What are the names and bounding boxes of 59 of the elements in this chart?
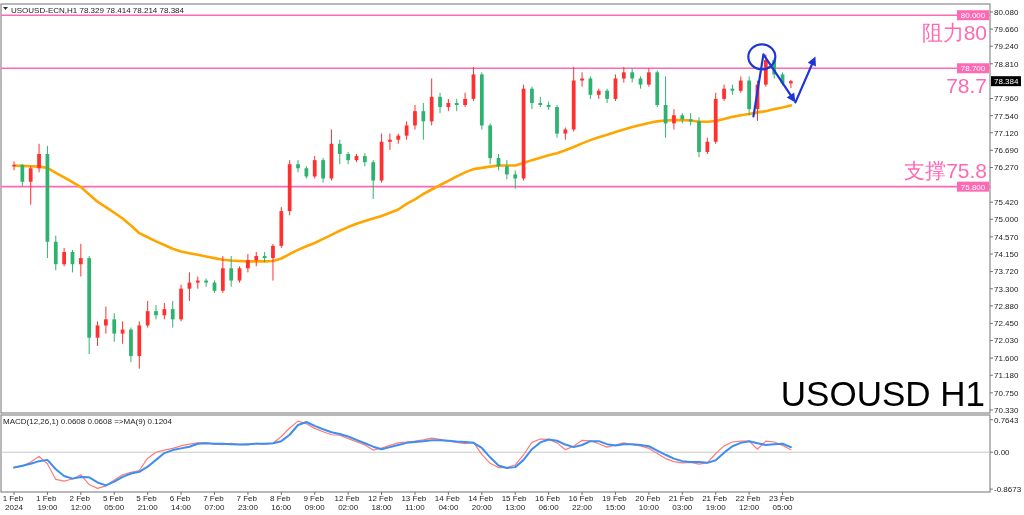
title: MACD(12,26,1) 0.0608 0.0608 =>MA(9) 0.1204 [3, 416, 172, 426]
y-tick-label: 72.030 [994, 336, 1020, 346]
x-tick-label: 12 Feb 18:00 [367, 494, 396, 512]
x-tick-label: 21 Feb 03:00 [668, 494, 696, 512]
y-tick-label: 80.080 [994, 7, 1020, 17]
x-tick-label: 6 Feb 14:00 [169, 494, 193, 512]
x-tick-label: 12 Feb 02:00 [334, 494, 362, 512]
y-tick-label: 76.690 [994, 146, 1020, 156]
y-tick-label: 79.240 [994, 42, 1020, 52]
y-tick-label: 71.600 [994, 353, 1020, 363]
line-value-tag: 75.800 [957, 181, 989, 192]
x-tick-label: 16 Feb 06:00 [535, 494, 563, 512]
x-tick-label: 9 Feb 09:00 [303, 494, 327, 512]
line-value-tag: 78.700 [957, 63, 989, 74]
x-tick-label: 1 Feb 2024 [2, 494, 26, 512]
y-tick-label: 71.180 [994, 371, 1020, 381]
y-tick-label: 0.7643 [994, 415, 1020, 425]
x-tick-label: 1 Feb 19:00 [36, 494, 59, 512]
x-tick-label: 5 Feb 05:00 [102, 494, 126, 512]
x-tick-label: 7 Feb 23:00 [236, 494, 260, 512]
y-tick-label: 77.540 [994, 111, 1020, 121]
y-tick-label: 73.720 [994, 267, 1020, 277]
y-tick-label: 75.420 [994, 198, 1020, 208]
x-tick-label: 7 Feb 07:00 [203, 494, 226, 512]
x-tick-label: 14 Feb 04:00 [434, 494, 462, 512]
x-tick-label: 16 Feb 22:00 [568, 494, 596, 512]
annotation: USOUSD H1 [780, 374, 985, 413]
y-tick-label: 74.570 [994, 232, 1020, 242]
y-tick-label: 72.880 [994, 301, 1020, 311]
y-tick-label: 74.150 [994, 249, 1020, 259]
x-tick-label: 23 Feb 05:00 [768, 494, 797, 512]
x-tick-label: 22 Feb 12:00 [735, 494, 763, 512]
ref-label: 支撑75.8 [904, 158, 987, 182]
y-tick-label: 79.660 [994, 24, 1020, 34]
y-tick-label: 70.330 [994, 405, 1020, 415]
x-tick-label: 21 Feb 19:00 [702, 494, 730, 512]
line-value-tag: 80.000 [957, 10, 989, 21]
title: USOUSD-ECN,H1 78.329 78.414 78.214 78.384 [11, 5, 184, 15]
x-tick-label: 5 Feb 21:00 [136, 494, 159, 512]
x-tick-label: 19 Feb 15:00 [601, 494, 630, 512]
y-tick-label: 0.00 [994, 448, 1011, 458]
y-tick-label: 76.270 [994, 163, 1020, 173]
y-tick-label: 78.810 [994, 59, 1020, 69]
x-tick-label: 8 Feb 16:00 [269, 494, 293, 512]
y-tick-label: 77.960 [994, 94, 1020, 104]
y-tick-label: 70.750 [994, 388, 1020, 398]
x-tick-label: 13 Feb 11:00 [401, 494, 429, 512]
price-tag: 78.384 [991, 76, 1021, 87]
x-tick-label: 15 Feb 13:00 [501, 494, 529, 512]
x-tick-label: 14 Feb 20:00 [468, 494, 496, 512]
ref-label: 78.7 [946, 74, 987, 98]
y-tick-label: 75.000 [994, 215, 1020, 225]
y-tick-label: 77.120 [994, 128, 1020, 138]
y-tick-label: 73.300 [994, 284, 1020, 294]
y-tick-label: 72.450 [994, 319, 1020, 329]
y-tick-label: -0.8673 [994, 485, 1022, 495]
ref-label: 阻力80 [921, 21, 987, 45]
x-tick-label: 2 Feb 12:00 [69, 494, 93, 512]
x-tick-label: 20 Feb 10:00 [635, 494, 663, 512]
